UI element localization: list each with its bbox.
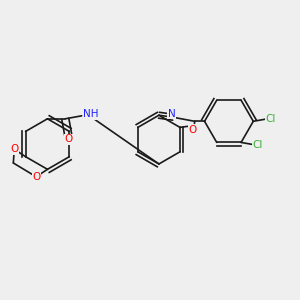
Text: Cl: Cl (253, 140, 263, 150)
Text: O: O (189, 125, 197, 135)
Text: O: O (32, 172, 40, 182)
Text: N: N (168, 109, 176, 119)
Text: O: O (10, 144, 18, 154)
Text: NH: NH (83, 109, 99, 119)
Text: O: O (64, 134, 72, 144)
Text: Cl: Cl (265, 114, 275, 124)
